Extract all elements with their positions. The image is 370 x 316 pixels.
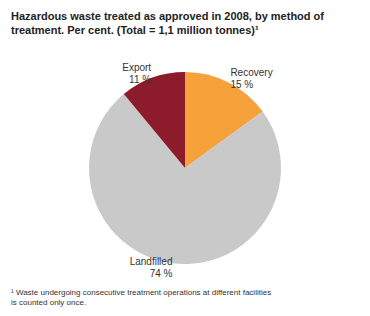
svg-text:¹ Waste undergoing consecutive: ¹ Waste undergoing consecutive treatment… bbox=[11, 288, 273, 297]
svg-text:15 %: 15 % bbox=[230, 79, 253, 90]
svg-text:is counted only once.: is counted only once. bbox=[11, 298, 86, 307]
svg-text:Recovery: Recovery bbox=[230, 67, 272, 78]
svg-text:11 %: 11 % bbox=[129, 74, 151, 85]
svg-text:Export: Export bbox=[122, 62, 151, 73]
svg-text:Landfilled: Landfilled bbox=[130, 256, 173, 267]
svg-text:Hazardous waste treated as app: Hazardous waste treated as approved in 2… bbox=[11, 10, 327, 22]
svg-text:74 %: 74 % bbox=[150, 268, 173, 279]
svg-text:treatment. Per cent. (Total =: treatment. Per cent. (Total = 1,1 millio… bbox=[11, 24, 259, 36]
